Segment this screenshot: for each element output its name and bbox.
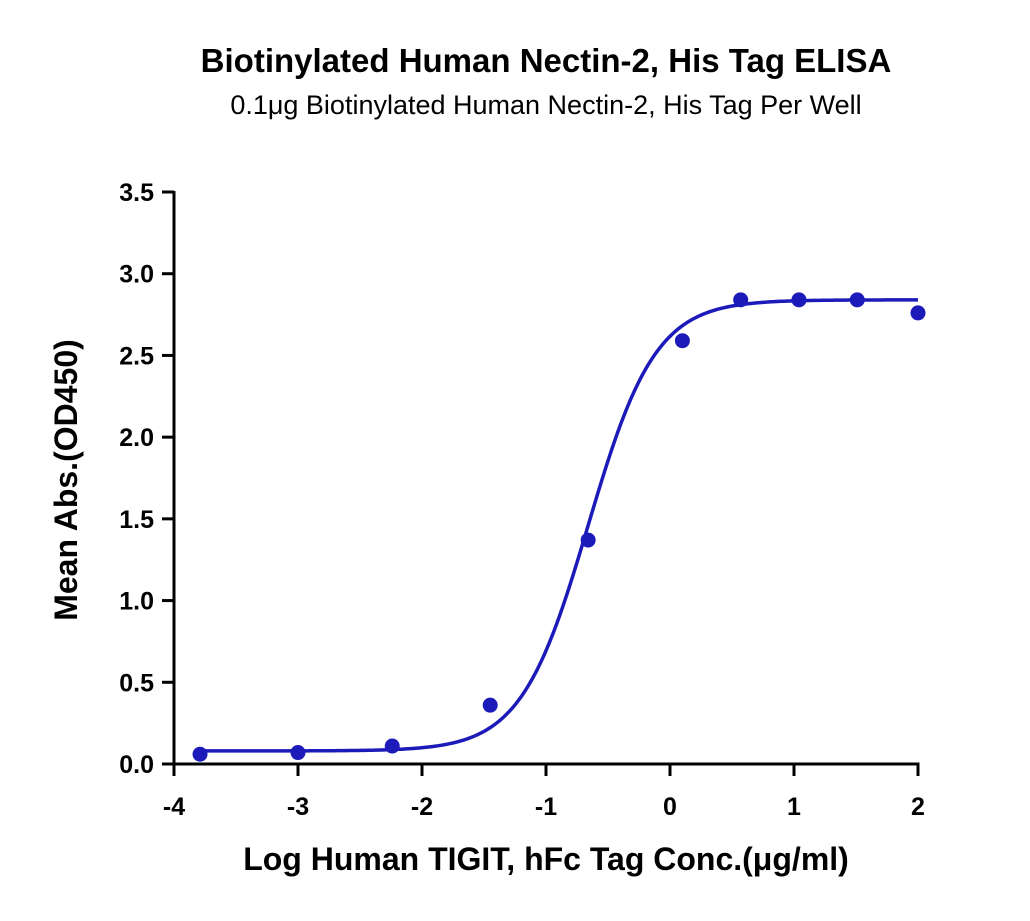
chart-subtitle: 0.1μg Biotinylated Human Nectin-2, His T… — [230, 90, 862, 120]
chart-title: Biotinylated Human Nectin-2, His Tag ELI… — [200, 42, 892, 79]
data-point — [580, 532, 596, 548]
data-point — [482, 697, 498, 713]
y-tick-label: 3.5 — [119, 179, 154, 207]
data-point — [849, 292, 865, 308]
y-tick-label: 2.5 — [119, 342, 154, 370]
x-tick-label: -4 — [163, 793, 185, 821]
y-tick-label: 2.0 — [119, 424, 154, 452]
x-tick-label: 2 — [911, 793, 925, 821]
data-point — [384, 738, 400, 754]
x-tick-label: -2 — [411, 793, 433, 821]
data-points — [192, 292, 926, 762]
y-tick-label: 1.0 — [119, 588, 154, 616]
y-axis-ticks: 0.0 0.5 1.0 1.5 2.0 2.5 3.0 3.5 — [119, 179, 174, 779]
x-tick-label: -3 — [287, 793, 309, 821]
y-tick-label: 0.5 — [119, 669, 154, 697]
data-point — [910, 305, 926, 321]
x-tick-label: 0 — [663, 793, 677, 821]
fit-curve — [200, 298, 918, 753]
x-tick-label: 1 — [787, 793, 801, 821]
axes — [172, 191, 920, 766]
y-axis-title: Mean Abs.(OD450) — [48, 339, 84, 621]
x-axis-ticks: -4 -3 -2 -1 0 1 2 — [163, 764, 925, 821]
x-tick-label: -1 — [535, 793, 557, 821]
y-tick-label: 1.5 — [119, 506, 154, 534]
data-point — [791, 292, 807, 308]
y-tick-label: 0.0 — [119, 751, 154, 779]
data-point — [192, 746, 208, 762]
data-point — [290, 745, 306, 761]
data-point — [674, 333, 690, 349]
x-axis-title: Log Human TIGIT, hFc Tag Conc.(μg/ml) — [243, 841, 849, 877]
data-point — [733, 292, 749, 308]
y-tick-label: 3.0 — [119, 261, 154, 289]
